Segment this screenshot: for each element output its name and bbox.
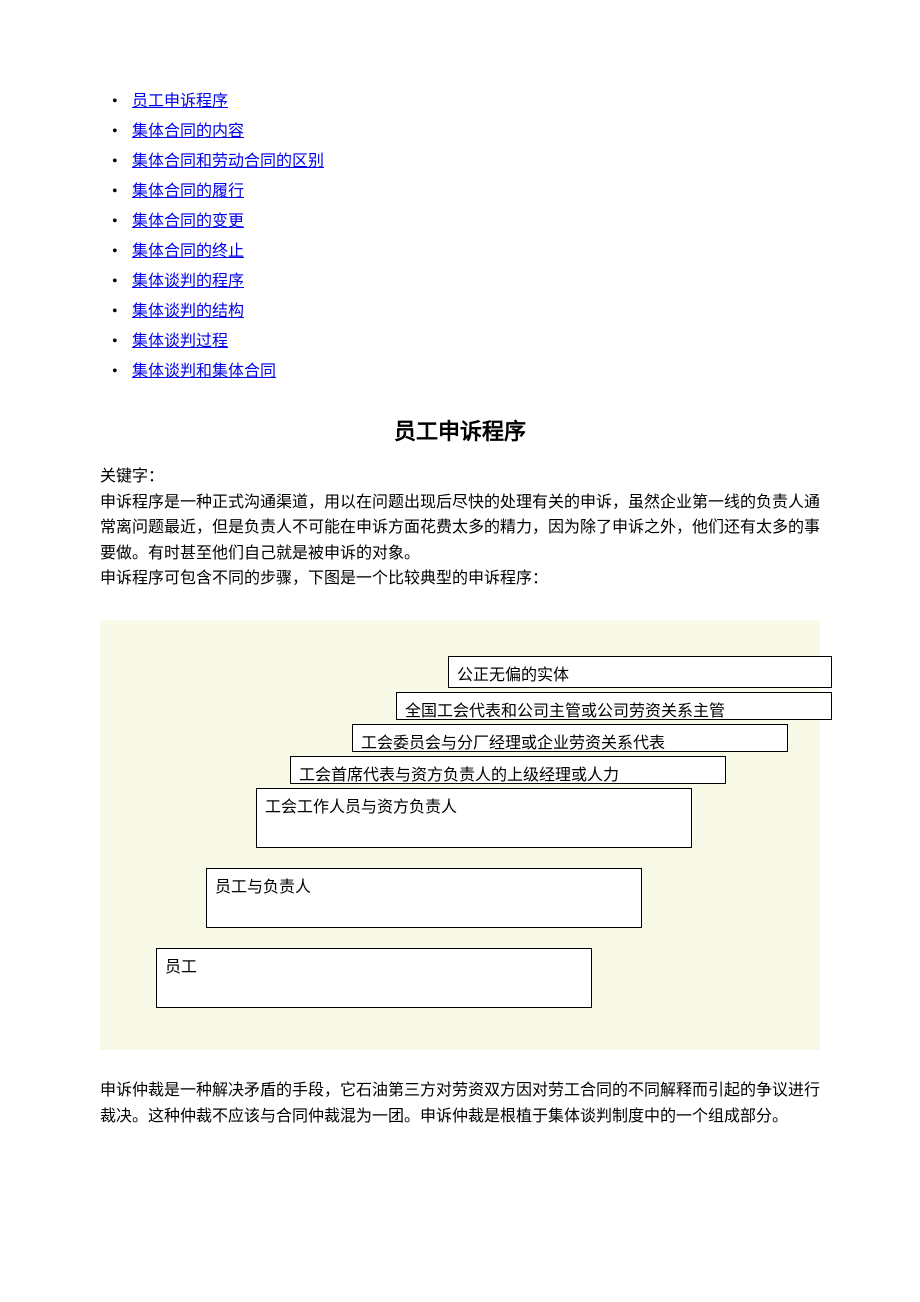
toc-item: 员工申诉程序 bbox=[100, 90, 820, 114]
diagram-step: 工会首席代表与资方负责人的上级经理或人力 bbox=[290, 756, 726, 784]
diagram-step-label: 工会委员会与分厂经理或企业劳资关系代表 bbox=[361, 729, 665, 753]
conclusion-paragraph: 申诉仲裁是一种解决矛盾的手段，它石油第三方对劳资双方因对劳工合同的不同解释而引起… bbox=[100, 1078, 820, 1129]
diagram-step-label: 全国工会代表和公司主管或公司劳资关系主管 bbox=[405, 697, 725, 721]
toc-item: 集体合同和劳动合同的区别 bbox=[100, 150, 820, 174]
article-title: 员工申诉程序 bbox=[100, 414, 820, 446]
toc-link[interactable]: 集体合同的履行 bbox=[132, 183, 244, 200]
toc-link[interactable]: 集体谈判的程序 bbox=[132, 273, 244, 290]
diagram-step-label: 工会工作人员与资方负责人 bbox=[265, 793, 457, 817]
diagram-step-label: 工会首席代表与资方负责人的上级经理或人力 bbox=[299, 761, 619, 785]
toc-link[interactable]: 集体谈判的结构 bbox=[132, 303, 244, 320]
diagram-step: 工会工作人员与资方负责人 bbox=[256, 788, 692, 848]
keyword-label: 关键字： bbox=[100, 464, 820, 490]
diagram-step: 员工 bbox=[156, 948, 592, 1008]
intro-paragraph: 申诉程序是一种正式沟通渠道，用以在问题出现后尽快的处理有关的申诉，虽然企业第一线… bbox=[100, 490, 820, 567]
intro-paragraph-2: 申诉程序可包含不同的步骤，下图是一个比较典型的申诉程序： bbox=[100, 566, 820, 592]
diagram-step: 员工与负责人 bbox=[206, 868, 642, 928]
toc-item: 集体合同的内容 bbox=[100, 120, 820, 144]
toc-item: 集体合同的变更 bbox=[100, 210, 820, 234]
toc-item: 集体谈判和集体合同 bbox=[100, 360, 820, 384]
toc-link[interactable]: 集体合同的变更 bbox=[132, 213, 244, 230]
toc-item: 集体谈判过程 bbox=[100, 330, 820, 354]
toc-item: 集体合同的终止 bbox=[100, 240, 820, 264]
toc-link[interactable]: 集体合同的内容 bbox=[132, 123, 244, 140]
diagram-step-label: 员工 bbox=[165, 953, 197, 977]
grievance-procedure-diagram: 公正无偏的实体 全国工会代表和公司主管或公司劳资关系主管 工会委员会与分厂经理或… bbox=[100, 620, 820, 1050]
toc-item: 集体谈判的程序 bbox=[100, 270, 820, 294]
toc-link[interactable]: 集体谈判过程 bbox=[132, 333, 228, 350]
toc-link[interactable]: 集体合同和劳动合同的区别 bbox=[132, 153, 324, 170]
toc-item: 集体谈判的结构 bbox=[100, 300, 820, 324]
toc-link[interactable]: 集体谈判和集体合同 bbox=[132, 363, 276, 380]
diagram-step: 公正无偏的实体 bbox=[448, 656, 832, 688]
diagram-step-label: 公正无偏的实体 bbox=[457, 661, 569, 685]
diagram-step: 工会委员会与分厂经理或企业劳资关系代表 bbox=[352, 724, 788, 752]
toc-item: 集体合同的履行 bbox=[100, 180, 820, 204]
diagram-step-label: 员工与负责人 bbox=[215, 873, 311, 897]
diagram-step: 全国工会代表和公司主管或公司劳资关系主管 bbox=[396, 692, 832, 720]
toc-link[interactable]: 员工申诉程序 bbox=[132, 93, 228, 110]
table-of-contents: 员工申诉程序 集体合同的内容 集体合同和劳动合同的区别 集体合同的履行 集体合同… bbox=[100, 90, 820, 384]
toc-link[interactable]: 集体合同的终止 bbox=[132, 243, 244, 260]
